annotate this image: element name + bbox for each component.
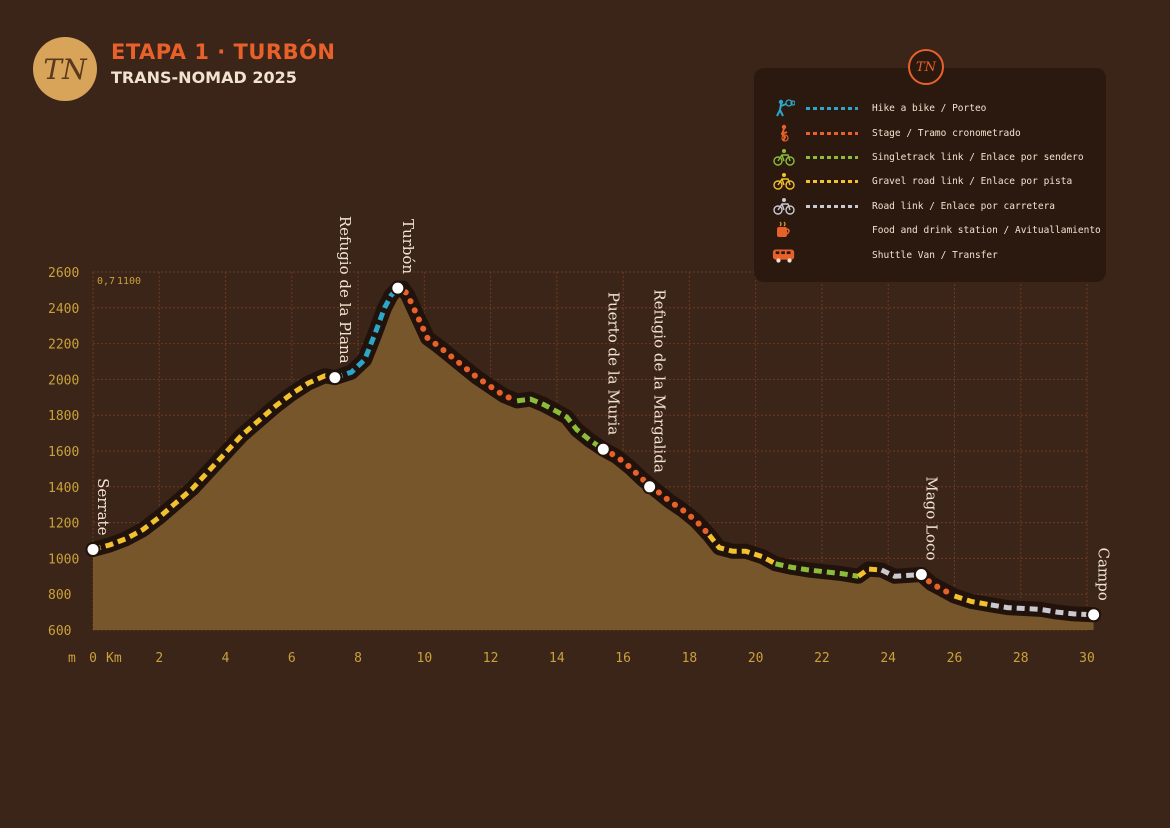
legend-label: Shuttle Van / Transfer bbox=[872, 249, 998, 261]
legend-swatch bbox=[806, 204, 858, 208]
y-tick-label: 800 bbox=[48, 588, 71, 603]
y-tick-label: 1600 bbox=[48, 445, 79, 460]
track-segment-gravel bbox=[953, 593, 992, 608]
x-tick-label: 18 bbox=[682, 651, 698, 666]
y-tick-label: 2400 bbox=[48, 302, 79, 317]
waypoint-label: Mago Loco bbox=[922, 476, 940, 560]
x-tick-label: 4 bbox=[222, 651, 230, 666]
waypoint-label: Refugio de la Margalida bbox=[651, 289, 669, 473]
x-tick-label: 24 bbox=[880, 651, 896, 666]
waypoint-marker bbox=[1086, 607, 1102, 623]
waypoint-marker bbox=[327, 370, 343, 386]
track-shadow bbox=[85, 280, 1102, 623]
elevation-area bbox=[93, 288, 1094, 630]
stage-title: ETAPA 1 · TURBÓN bbox=[111, 40, 336, 64]
logo-text: TN bbox=[43, 52, 87, 86]
x-axis-unit: Km bbox=[106, 651, 122, 666]
y-tick-label: 2200 bbox=[48, 338, 79, 353]
legend-logo-text: TN bbox=[915, 59, 937, 75]
y-axis-unit: m bbox=[68, 651, 76, 666]
waypoint-label: Serrate bbox=[94, 478, 112, 535]
y-tick-label: 600 bbox=[48, 624, 71, 639]
corner-note-x: 0,7 bbox=[97, 276, 115, 287]
legend-label: Food and drink station / Avituallamiento bbox=[872, 224, 1101, 236]
waypoint-marker bbox=[595, 441, 611, 457]
x-tick-label: 22 bbox=[814, 651, 830, 666]
trans-nomad-logo: TN bbox=[33, 37, 97, 101]
waypoint-label: Puerto de la Muria bbox=[604, 292, 622, 435]
legend-label: Singletrack link / Enlace por sendero bbox=[872, 151, 1084, 163]
food-drink-icon bbox=[772, 221, 796, 239]
x-tick-label: 0 bbox=[89, 651, 97, 666]
x-tick-label: 2 bbox=[155, 651, 163, 666]
legend-swatch bbox=[806, 179, 858, 183]
x-tick-label: 10 bbox=[417, 651, 433, 666]
track-segment-gravel bbox=[92, 373, 336, 552]
legend-item: Stage / Tramo cronometrado bbox=[772, 123, 1021, 143]
waypoint-marker bbox=[85, 541, 101, 557]
legend-item: Shuttle Van / Transfer bbox=[772, 245, 998, 265]
y-tick-label: 1000 bbox=[48, 552, 79, 567]
track-segment-road bbox=[880, 567, 922, 579]
track-segment-gravel bbox=[707, 533, 777, 566]
track-segment-stage bbox=[918, 571, 958, 599]
track-segment-road bbox=[990, 602, 1094, 618]
legend-swatch bbox=[806, 155, 858, 159]
legend-logo: TN bbox=[908, 49, 944, 85]
waypoint-marker bbox=[642, 479, 658, 495]
y-tick-label: 1200 bbox=[48, 517, 79, 532]
track-segment-hike bbox=[334, 286, 400, 380]
gravel-bike-icon bbox=[772, 172, 796, 190]
x-tick-label: 20 bbox=[748, 651, 764, 666]
shuttle-van-icon bbox=[772, 246, 796, 264]
x-tick-label: 30 bbox=[1079, 651, 1095, 666]
track-segment-stage bbox=[600, 446, 713, 539]
y-tick-label: 1800 bbox=[48, 409, 79, 424]
waypoint-label: Refugio de la Plana bbox=[336, 216, 354, 364]
y-tick-label: 2600 bbox=[48, 266, 79, 281]
legend-label: Gravel road link / Enlace por pista bbox=[872, 175, 1073, 187]
legend-label: Road link / Enlace por carretera bbox=[872, 200, 1056, 212]
waypoint-label: Campo bbox=[1095, 548, 1113, 601]
waypoint-marker bbox=[913, 567, 929, 583]
track-segment-singletrack bbox=[516, 396, 605, 452]
singletrack-bike-icon bbox=[772, 148, 796, 166]
track-segment-stage bbox=[394, 285, 521, 404]
legend-item: Road link / Enlace por carretera bbox=[772, 196, 1055, 216]
legend-item: Hike a bike / Porteo bbox=[772, 98, 986, 118]
road-bike-icon bbox=[772, 197, 796, 215]
x-tick-label: 16 bbox=[615, 651, 631, 666]
legend-item: Singletrack link / Enlace por sendero bbox=[772, 147, 1084, 167]
y-tick-label: 1400 bbox=[48, 481, 79, 496]
track-segment-singletrack bbox=[774, 561, 859, 579]
x-tick-label: 8 bbox=[354, 651, 362, 666]
event-subtitle: TRANS-NOMAD 2025 bbox=[111, 68, 297, 87]
legend-swatch bbox=[806, 131, 858, 135]
legend-label: Stage / Tramo cronometrado bbox=[872, 127, 1021, 139]
corner-note-y: 1100 bbox=[117, 276, 141, 287]
legend-item: Gravel road link / Enlace por pista bbox=[772, 171, 1072, 191]
x-tick-label: 6 bbox=[288, 651, 296, 666]
stage-icon bbox=[772, 124, 796, 142]
x-tick-label: 14 bbox=[549, 651, 565, 666]
x-tick-label: 28 bbox=[1013, 651, 1029, 666]
hike-a-bike-icon bbox=[772, 99, 796, 117]
legend-panel: Hike a bike / Porteo Stage / Tramo cronom… bbox=[754, 68, 1106, 282]
waypoint-marker bbox=[390, 280, 406, 296]
track-segment-gravel bbox=[856, 566, 882, 579]
legend-item: Food and drink station / Avituallamiento bbox=[772, 220, 1101, 240]
waypoint-label: Turbón bbox=[399, 219, 417, 274]
y-tick-label: 2000 bbox=[48, 373, 79, 388]
x-tick-label: 26 bbox=[947, 651, 963, 666]
legend-label: Hike a bike / Porteo bbox=[872, 102, 987, 114]
x-tick-label: 12 bbox=[483, 651, 499, 666]
legend-swatch bbox=[806, 106, 858, 110]
